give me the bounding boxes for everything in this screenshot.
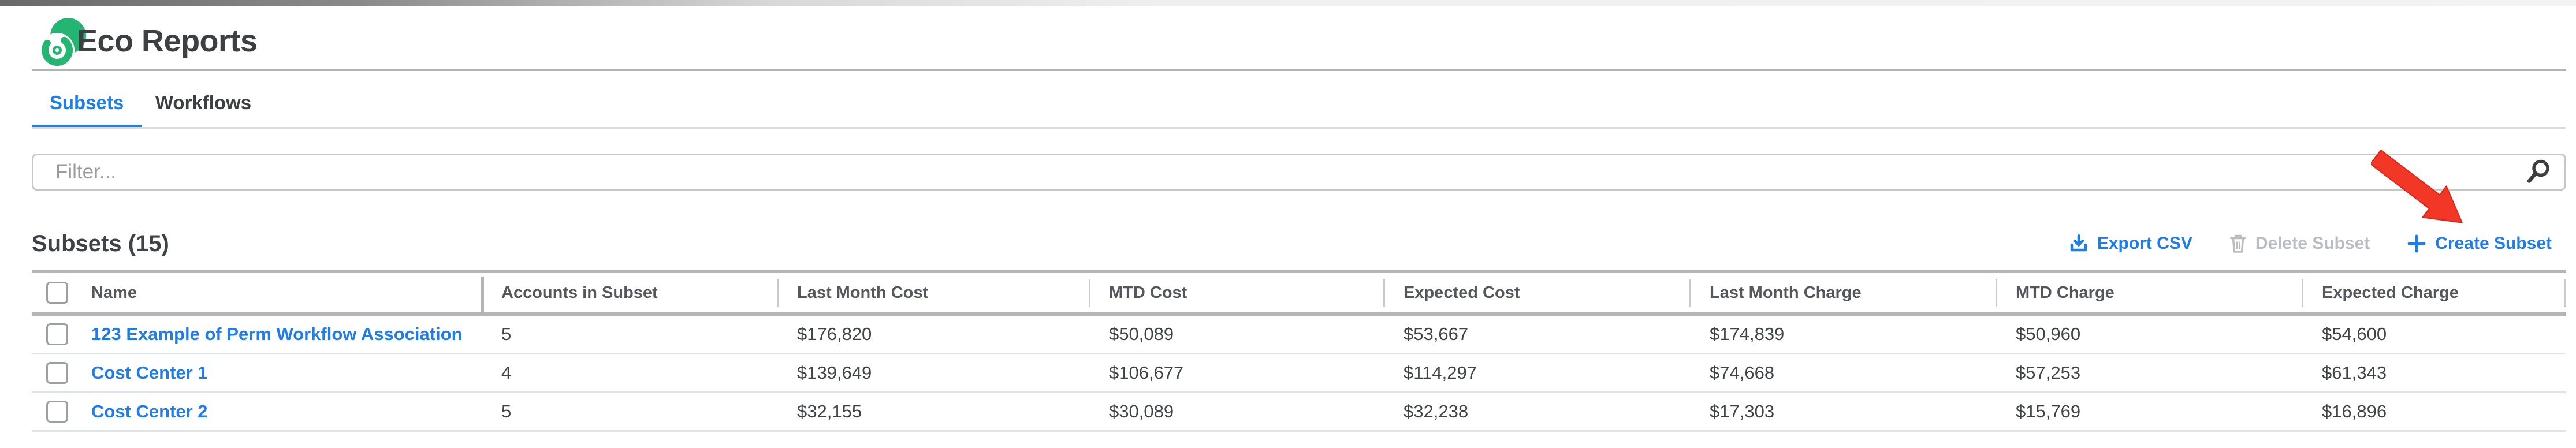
action-buttons: Export CSV Delete Subset Create Subset [2069,234,2552,253]
filter-input[interactable] [32,154,2566,191]
last-month-cost-cell: $32,155 [797,401,862,421]
last-month-charge-cell: $174,839 [1710,324,1785,344]
subset-name-link[interactable]: Cost Center 2 [91,401,208,421]
expected-charge-cell: $54,600 [2322,324,2387,344]
export-csv-button[interactable]: Export CSV [2069,234,2192,253]
expected-cost-cell: $32,238 [1404,401,1469,421]
row-checkbox[interactable] [46,401,68,423]
page-title: Eco Reports [77,24,258,58]
subset-name-link[interactable]: 123 Example of Perm Workflow Association [91,324,463,344]
select-all-checkbox[interactable] [46,282,68,304]
column-header-mtd-charge: MTD Charge [1996,273,2302,312]
subset-name-link[interactable]: Cost Center 1 [91,363,208,383]
last-month-charge-cell: $74,668 [1710,363,1775,383]
column-header-last-month-cost: Last Month Cost [777,273,1089,312]
table-top-border [32,270,2566,273]
accounts-in-subset-cell: 4 [501,363,512,383]
column-header-name: Name [91,283,137,302]
table-row: 123 Example of Perm Workflow Association… [32,316,2566,354]
accounts-in-subset-cell: 5 [501,324,512,344]
expected-cost-cell: $53,667 [1404,324,1469,344]
row-checkbox[interactable] [46,362,68,384]
export-csv-label: Export CSV [2097,234,2192,253]
mtd-cost-cell: $30,089 [1109,401,1174,421]
mtd-charge-cell: $50,960 [2016,324,2081,344]
row-name-cell: Cost Center 2 [32,393,481,430]
header-cell-name: Name [32,273,481,312]
name-column-divider [481,277,484,312]
row-name-cell: 123 Example of Perm Workflow Association [32,316,481,353]
mtd-cost-cell: $50,089 [1109,324,1174,344]
last-month-charge-cell: $17,303 [1710,401,1775,421]
row-checkbox[interactable] [46,323,68,345]
delete-subset-button[interactable]: Delete Subset [2229,234,2370,253]
table-body: 123 Example of Perm Workflow Association… [32,316,2566,432]
header-divider [32,69,2566,71]
tabs-divider [32,127,2566,129]
expected-charge-cell: $61,343 [2322,363,2387,383]
mtd-charge-cell: $15,769 [2016,401,2081,421]
tab-workflows[interactable]: Workflows [155,92,252,113]
last-month-cost-cell: $139,649 [797,363,872,383]
filter-container [32,154,2566,191]
mtd-cost-cell: $106,677 [1109,363,1184,383]
table-row: Cost Center 2 5 $32,155 $30,089 $32,238 … [32,393,2566,432]
plus-icon [2407,234,2426,253]
subsets-count-heading: Subsets (15) [32,230,169,256]
trash-icon [2230,234,2246,253]
mtd-charge-cell: $57,253 [2016,363,2081,383]
table-header-row: Name Accounts in Subset Last Month Cost … [32,273,2566,316]
create-subset-button[interactable]: Create Subset [2407,234,2552,253]
delete-subset-label: Delete Subset [2255,234,2370,253]
action-bar: Subsets (15) Export CSV Delete Subset [32,227,2552,260]
row-name-cell: Cost Center 1 [32,354,481,391]
create-subset-label: Create Subset [2435,234,2552,253]
column-header-last-month-charge: Last Month Charge [1689,273,1996,312]
download-icon [2070,234,2087,252]
accounts-in-subset-cell: 5 [501,401,512,421]
column-header-expected-charge: Expected Charge [2302,273,2566,312]
column-header-mtd-cost: MTD Cost [1089,273,1383,312]
window-top-edge [0,0,2576,6]
tab-subsets[interactable]: Subsets [49,92,124,113]
eco-logo-icon [40,18,86,66]
expected-cost-cell: $114,297 [1404,363,1477,383]
column-header-expected-cost: Expected Cost [1383,273,1689,312]
subsets-table: Name Accounts in Subset Last Month Cost … [32,270,2566,432]
column-header-accounts-in-subset: Accounts in Subset [501,283,658,302]
expected-charge-cell: $16,896 [2322,401,2387,421]
last-month-cost-cell: $176,820 [797,324,872,344]
search-icon[interactable] [2525,159,2551,185]
table-row: Cost Center 1 4 $139,649 $106,677 $114,2… [32,354,2566,393]
